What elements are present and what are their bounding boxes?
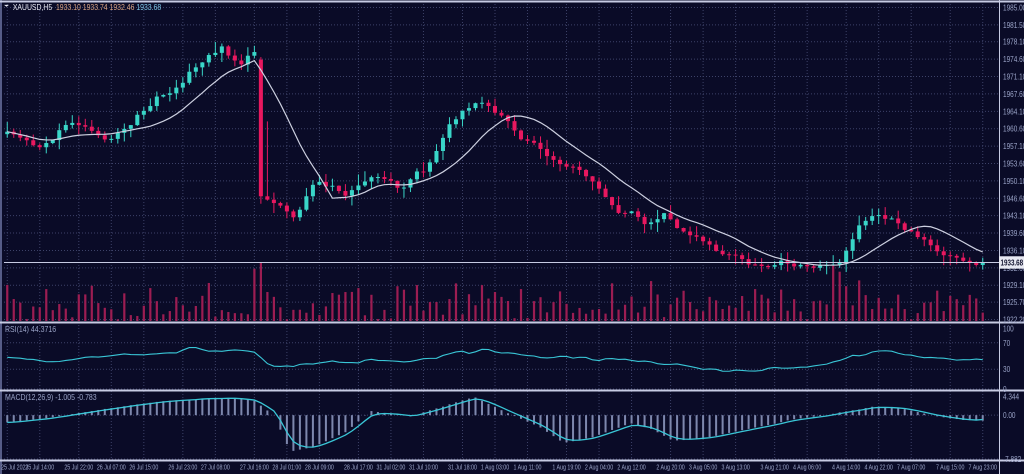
svg-text:70: 70 [1003, 338, 1010, 348]
svg-text:-7.882: -7.882 [1003, 454, 1021, 464]
svg-text:28 Jul 17:00: 28 Jul 17:00 [344, 464, 373, 472]
svg-text:3 Aug 13:00: 3 Aug 13:00 [721, 464, 750, 472]
svg-text:2 Aug 20:00: 2 Aug 20:00 [656, 464, 685, 472]
svg-text:1 Aug 19:00: 1 Aug 19:00 [552, 464, 581, 472]
svg-text:3 Aug 21:00: 3 Aug 21:00 [760, 464, 789, 472]
svg-text:1929.10: 1929.10 [1003, 280, 1024, 290]
svg-text:26 Jul 23:00: 26 Jul 23:00 [168, 464, 197, 472]
svg-text:1971.10: 1971.10 [1003, 72, 1024, 82]
svg-text:4 Aug 22:00: 4 Aug 22:00 [865, 464, 894, 472]
svg-text:1978.10: 1978.10 [1003, 37, 1024, 47]
svg-text:4 Aug 14:00: 4 Aug 14:00 [832, 464, 861, 472]
svg-text:1953.60: 1953.60 [1003, 159, 1024, 169]
svg-text:31 Jul 10:00: 31 Jul 10:00 [409, 464, 438, 472]
svg-text:30: 30 [1003, 364, 1010, 374]
svg-text:31 Jul 18:00: 31 Jul 18:00 [448, 464, 477, 472]
svg-text:31 Jul 02:00: 31 Jul 02:00 [376, 464, 405, 472]
svg-text:1957.10: 1957.10 [1003, 141, 1024, 151]
svg-text:7 Aug 23:00: 7 Aug 23:00 [969, 464, 998, 472]
svg-text:27 Jul 08:00: 27 Jul 08:00 [201, 464, 230, 472]
svg-text:1939.60: 1939.60 [1003, 228, 1024, 238]
svg-text:26 Jul 15:00: 26 Jul 15:00 [129, 464, 158, 472]
svg-text:27 Jul 16:00: 27 Jul 16:00 [240, 464, 269, 472]
svg-text:1985.00: 1985.00 [1003, 3, 1024, 13]
svg-text:1974.60: 1974.60 [1003, 54, 1024, 64]
svg-text:25 Jul 2023: 25 Jul 2023 [1, 464, 29, 472]
svg-text:2 Aug 12:00: 2 Aug 12:00 [617, 464, 646, 472]
svg-text:28 Jul 09:00: 28 Jul 09:00 [305, 464, 334, 472]
svg-text:1 Aug 03:00: 1 Aug 03:00 [481, 464, 510, 472]
svg-text:1936.10: 1936.10 [1003, 245, 1024, 255]
svg-text:2 Aug 04:00: 2 Aug 04:00 [585, 464, 614, 472]
svg-text:100: 100 [1003, 324, 1014, 334]
svg-text:1 Aug 11:00: 1 Aug 11:00 [514, 464, 542, 472]
svg-text:3 Aug 05:00: 3 Aug 05:00 [689, 464, 718, 472]
svg-text:0.00: 0.00 [1003, 410, 1016, 420]
svg-text:1950.10: 1950.10 [1003, 176, 1024, 186]
svg-text:25 Jul 14:00: 25 Jul 14:00 [25, 464, 54, 472]
svg-text:4 Aug 06:00: 4 Aug 06:00 [793, 464, 822, 472]
svg-text:1981.50: 1981.50 [1003, 20, 1024, 30]
svg-text:26 Jul 07:00: 26 Jul 07:00 [97, 464, 126, 472]
svg-text:25 Jul 22:00: 25 Jul 22:00 [64, 464, 93, 472]
svg-text:1943.10: 1943.10 [1003, 211, 1024, 221]
svg-text:1933.68: 1933.68 [1001, 257, 1024, 267]
svg-text:4.344: 4.344 [1003, 392, 1020, 402]
svg-text:7 Aug 15:00: 7 Aug 15:00 [936, 464, 965, 472]
svg-text:1946.60: 1946.60 [1003, 193, 1024, 203]
svg-text:1967.60: 1967.60 [1003, 89, 1024, 99]
svg-text:1964.10: 1964.10 [1003, 106, 1024, 116]
svg-text:7 Aug 07:00: 7 Aug 07:00 [897, 464, 926, 472]
svg-text:1925.70: 1925.70 [1003, 297, 1024, 307]
svg-text:28 Jul 01:00: 28 Jul 01:00 [272, 464, 301, 472]
svg-text:1960.60: 1960.60 [1003, 124, 1024, 134]
